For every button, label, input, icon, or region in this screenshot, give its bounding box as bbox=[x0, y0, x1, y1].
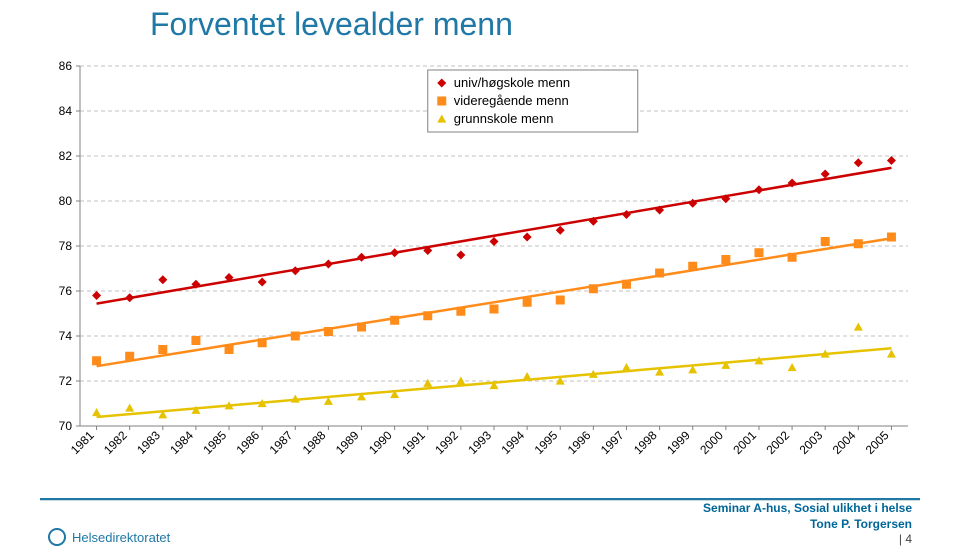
svg-text:1981: 1981 bbox=[68, 428, 97, 457]
svg-text:1997: 1997 bbox=[598, 428, 627, 457]
author-name: Tone P. Torgersen bbox=[703, 517, 912, 533]
svg-text:80: 80 bbox=[59, 194, 73, 208]
svg-text:2000: 2000 bbox=[697, 428, 726, 457]
logo-text: Helsedirektoratet bbox=[72, 530, 170, 545]
svg-text:1983: 1983 bbox=[134, 428, 163, 457]
svg-text:2004: 2004 bbox=[830, 428, 859, 457]
svg-text:1986: 1986 bbox=[233, 428, 262, 457]
svg-text:videregående menn: videregående menn bbox=[454, 93, 569, 108]
svg-text:1984: 1984 bbox=[167, 428, 196, 457]
svg-text:72: 72 bbox=[59, 374, 73, 388]
svg-text:1990: 1990 bbox=[366, 428, 395, 457]
chart: 7072747678808284861981198219831984198519… bbox=[40, 58, 920, 488]
svg-text:2001: 2001 bbox=[730, 428, 759, 457]
svg-text:82: 82 bbox=[59, 149, 73, 163]
svg-text:1998: 1998 bbox=[631, 428, 660, 457]
svg-text:1993: 1993 bbox=[465, 428, 494, 457]
svg-text:1999: 1999 bbox=[664, 428, 693, 457]
svg-text:univ/høgskole menn: univ/høgskole menn bbox=[454, 75, 570, 90]
logo-icon bbox=[48, 528, 66, 546]
footer-logo: Helsedirektoratet bbox=[48, 528, 170, 546]
svg-text:70: 70 bbox=[59, 419, 73, 433]
svg-text:1985: 1985 bbox=[200, 428, 229, 457]
footer-credits: Seminar A-hus, Sosial ulikhet i helse To… bbox=[703, 501, 912, 548]
svg-text:86: 86 bbox=[59, 59, 73, 73]
footer: Helsedirektoratet Seminar A-hus, Sosial … bbox=[0, 498, 960, 554]
svg-text:1987: 1987 bbox=[267, 428, 296, 457]
svg-text:1989: 1989 bbox=[333, 428, 362, 457]
svg-text:1991: 1991 bbox=[399, 428, 428, 457]
svg-text:74: 74 bbox=[59, 329, 73, 343]
svg-text:2002: 2002 bbox=[763, 428, 792, 457]
seminar-name: Seminar A-hus, Sosial ulikhet i helse bbox=[703, 501, 912, 517]
svg-text:1992: 1992 bbox=[432, 428, 461, 457]
svg-text:84: 84 bbox=[59, 104, 73, 118]
page-number: | 4 bbox=[703, 532, 912, 548]
svg-text:76: 76 bbox=[59, 284, 73, 298]
svg-text:grunnskole menn: grunnskole menn bbox=[454, 111, 554, 126]
svg-text:1982: 1982 bbox=[101, 428, 130, 457]
svg-text:2003: 2003 bbox=[797, 428, 826, 457]
svg-text:1996: 1996 bbox=[565, 428, 594, 457]
svg-text:1995: 1995 bbox=[532, 428, 561, 457]
chart-title: Forventet levealder menn bbox=[150, 6, 513, 43]
svg-text:1994: 1994 bbox=[498, 428, 527, 457]
svg-text:2005: 2005 bbox=[863, 428, 892, 457]
svg-text:78: 78 bbox=[59, 239, 73, 253]
svg-text:1988: 1988 bbox=[300, 428, 329, 457]
